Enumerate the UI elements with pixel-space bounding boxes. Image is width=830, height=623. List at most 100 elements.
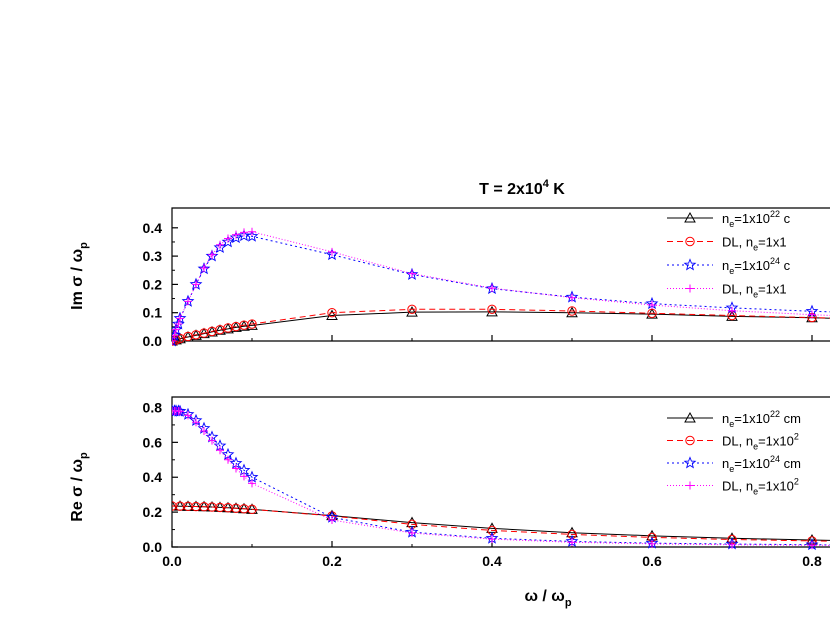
svg-text:Re σ / ωp: Re σ / ωp xyxy=(69,452,90,522)
x-tick-label: 0.4 xyxy=(482,553,502,569)
data-point xyxy=(245,229,259,242)
data-point xyxy=(568,538,576,547)
data-point xyxy=(808,541,816,550)
data-point xyxy=(192,418,200,427)
legend-marker xyxy=(685,236,695,247)
data-point xyxy=(408,269,416,278)
data-point xyxy=(248,479,256,488)
plot-frame xyxy=(171,396,830,548)
y-tick-label: 0.8 xyxy=(143,399,163,415)
data-point xyxy=(240,472,248,481)
data-point xyxy=(568,293,576,302)
data-point xyxy=(407,519,417,530)
x-tick-label: 0.0 xyxy=(162,553,182,569)
series-line xyxy=(172,308,830,342)
data-point xyxy=(407,304,417,315)
data-point xyxy=(246,319,258,330)
data-point xyxy=(216,446,224,455)
data-point xyxy=(327,308,337,318)
legend-label: DL, ne=1x102 xyxy=(722,477,799,497)
data-point xyxy=(184,297,192,306)
data-point xyxy=(192,280,200,289)
panel-top-im-sigma: 0.0 0.1 0.2 0.3 0.4 ne=1x1022 c DL, ne=1x1 ne=1… xyxy=(143,207,830,349)
data-point xyxy=(325,247,339,261)
data-point xyxy=(566,306,578,318)
data-point xyxy=(213,240,227,254)
data-point xyxy=(487,525,497,536)
panel-bottom-re-sigma: 0.0 0.2 0.4 0.6 0.8 0.0 0.2 0.4 0.6 0.8 ne=1x1022 … xyxy=(143,396,830,569)
series-line xyxy=(172,231,830,342)
data-point xyxy=(200,263,208,272)
data-point xyxy=(247,504,257,515)
y-tick-label: 0.0 xyxy=(143,539,163,555)
data-point xyxy=(406,306,418,317)
y-tick-label: 0.3 xyxy=(143,248,163,264)
x-axis-title: ω / ωp xyxy=(524,588,571,609)
svg-text:Im σ / ωp: Im σ / ωp xyxy=(69,242,90,310)
series-line xyxy=(172,311,830,342)
data-point xyxy=(172,337,176,345)
y-tick-label: 0.6 xyxy=(143,434,163,450)
data-point xyxy=(648,301,656,310)
legend-entry: ne=1x1022 c xyxy=(667,209,791,229)
data-point xyxy=(408,529,416,538)
legend-entry: ne=1x1024 cm xyxy=(667,454,801,474)
chart-title: T = 2x104 K xyxy=(479,178,565,198)
legend-marker xyxy=(683,258,697,271)
legend-marker xyxy=(686,481,694,490)
data-point xyxy=(488,535,496,544)
data-point xyxy=(232,230,240,239)
y-axis-title-bottom: Re σ / ωp xyxy=(69,452,90,522)
data-point xyxy=(229,230,243,244)
data-point xyxy=(248,227,256,236)
legend-marker xyxy=(684,411,696,423)
data-point xyxy=(172,325,180,334)
legend-entry: ne=1x1022 cm xyxy=(667,409,801,429)
legend-label: ne=1x1024 c xyxy=(722,256,791,276)
y-tick-label: 0.2 xyxy=(143,276,163,292)
legend-entry: DL, ne=1x102 xyxy=(667,432,799,452)
legend-label: DL, ne=1x1 xyxy=(722,235,787,253)
data-point xyxy=(648,539,656,548)
legend-label: ne=1x1024 cm xyxy=(722,454,801,474)
data-point xyxy=(172,499,178,511)
data-point xyxy=(328,247,336,256)
data-point xyxy=(567,306,577,316)
legend-label: DL, ne=1x102 xyxy=(722,432,799,452)
data-point xyxy=(208,250,216,259)
x-tick-label: 0.8 xyxy=(802,553,822,569)
plot-frame xyxy=(171,207,830,342)
y-tick-label: 0.0 xyxy=(143,333,163,349)
data-point xyxy=(728,306,736,315)
data-point xyxy=(208,436,216,445)
data-point xyxy=(240,228,248,237)
data-point xyxy=(176,314,184,323)
data-point xyxy=(326,309,338,321)
legend-label: DL, ne=1x1 xyxy=(722,282,787,300)
y-axis-title-top: Im σ / ωp xyxy=(69,242,90,310)
legend-entry: DL, ne=1x1 xyxy=(667,235,787,253)
data-point xyxy=(487,304,497,315)
x-tick-label: 0.2 xyxy=(322,553,342,569)
data-point xyxy=(728,540,736,549)
data-point xyxy=(176,407,184,416)
legend-marker xyxy=(684,211,696,223)
data-point xyxy=(808,310,816,319)
legend-entry: ne=1x1024 c xyxy=(667,256,791,276)
legend-entry: DL, ne=1x1 xyxy=(667,282,787,300)
data-point xyxy=(174,320,183,329)
data-point xyxy=(224,234,232,243)
data-point xyxy=(488,284,496,293)
legend-marker xyxy=(686,284,694,293)
data-point xyxy=(216,240,224,249)
y-tick-label: 0.4 xyxy=(143,469,163,485)
y-tick-label: 0.1 xyxy=(143,305,163,321)
y-tick-label: 0.2 xyxy=(143,504,163,520)
y-tick-label: 0.4 xyxy=(143,220,163,236)
data-point xyxy=(646,529,658,541)
data-point xyxy=(224,455,232,464)
series-line xyxy=(172,505,830,542)
data-point xyxy=(247,319,257,329)
data-point xyxy=(200,427,208,436)
x-tick-label: 0.6 xyxy=(642,553,662,569)
